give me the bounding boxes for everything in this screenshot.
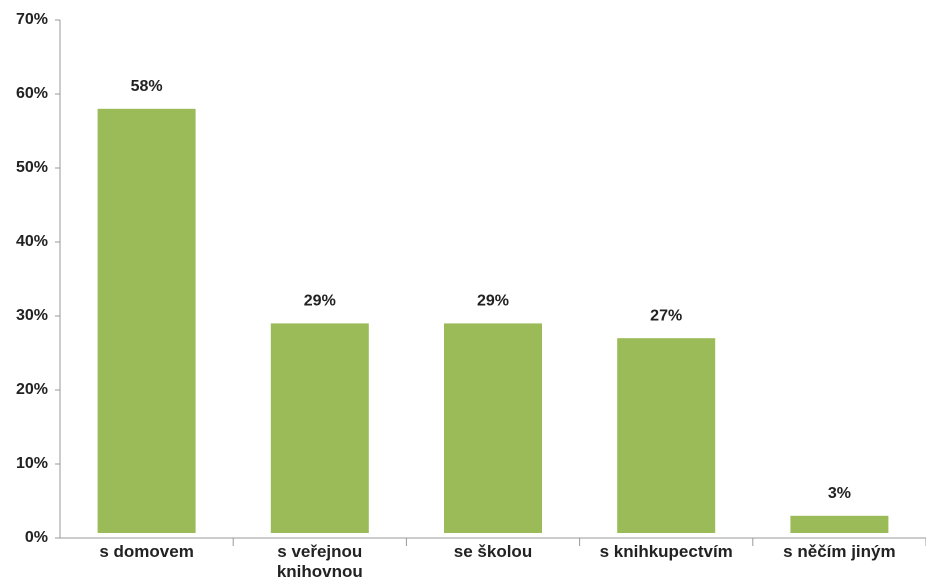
data-label: 58%: [131, 78, 163, 95]
bar: [270, 323, 369, 533]
data-label: 3%: [828, 485, 851, 502]
bar: [617, 338, 716, 533]
y-tick-label: 60%: [16, 85, 48, 102]
y-tick-label: 10%: [16, 455, 48, 472]
x-tick-label: s něčím jiným: [783, 542, 896, 561]
x-tick-label: se školou: [453, 542, 533, 561]
data-label: 27%: [650, 307, 682, 324]
x-tick-label: s veřejnou knihovnou: [276, 542, 363, 581]
bar: [790, 515, 889, 533]
y-tick-label: 20%: [16, 381, 48, 398]
x-tick-label: s domovem: [99, 542, 194, 561]
bar: [444, 323, 542, 533]
y-tick-label: 70%: [16, 11, 48, 28]
bar: [97, 108, 196, 534]
y-tick-label: 40%: [16, 233, 48, 250]
data-label: 29%: [477, 293, 509, 310]
y-tick-label: 50%: [16, 159, 48, 176]
y-tick-label: 30%: [16, 307, 48, 324]
y-tick-label: 0%: [25, 529, 48, 546]
x-tick-label: s knihkupectvím: [599, 542, 733, 561]
data-label: 29%: [304, 293, 336, 310]
